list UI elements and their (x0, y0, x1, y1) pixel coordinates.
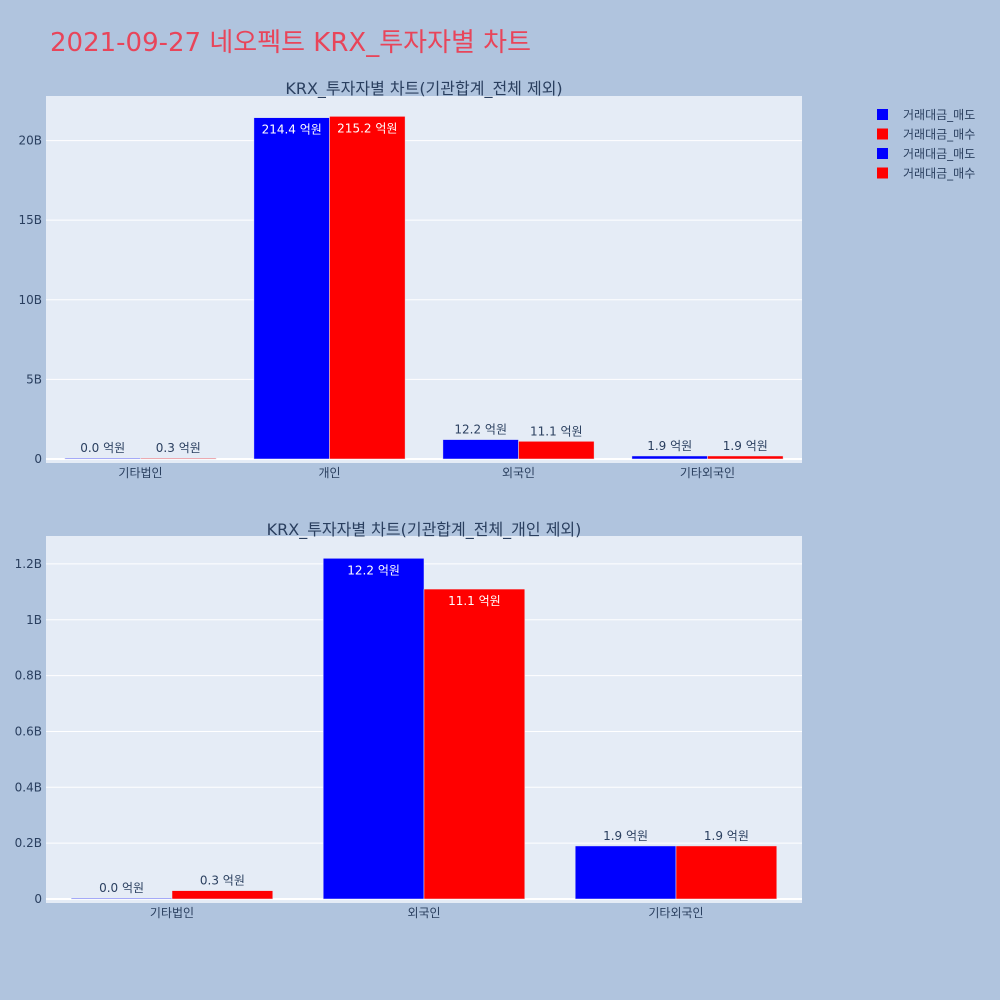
bar-sell (442, 439, 519, 460)
y-tick-label: 1B (26, 613, 42, 627)
y-tick-label: 0 (34, 892, 42, 906)
legend-label: 거래대금_매도 (903, 147, 975, 161)
bar-buy (140, 457, 217, 460)
data-label: 215.2 억원 (337, 121, 397, 135)
y-tick-label: 20B (18, 134, 42, 148)
y-tick-label: 0.6B (15, 724, 42, 738)
x-tick-label: 기타외국인 (648, 906, 703, 920)
legend-label: 거래대금_매수 (903, 128, 975, 142)
data-label: 1.9 억원 (647, 439, 692, 453)
data-label: 11.1 억원 (530, 424, 583, 438)
page-title: 2021-09-27 네오펙트 KRX_투자자별 차트 (50, 28, 532, 58)
y-tick-label: 15B (18, 213, 42, 227)
bar-buy (518, 441, 595, 460)
y-tick-label: 10B (18, 293, 42, 307)
legend-swatch (877, 109, 888, 120)
bar-sell (253, 117, 330, 460)
subplot-title: KRX_투자자별 차트(기관합계_전체_개인 제외) (267, 520, 582, 540)
bar-buy (329, 116, 406, 460)
data-label: 1.9 억원 (603, 829, 648, 843)
plot-area (46, 96, 802, 463)
data-label: 12.2 억원 (347, 563, 400, 577)
legend-label: 거래대금_매도 (903, 108, 975, 122)
bar-buy (675, 845, 778, 900)
data-label: 0.0 억원 (99, 881, 144, 895)
bar-sell (70, 897, 173, 900)
data-label: 12.2 억원 (454, 423, 507, 437)
data-label: 1.9 억원 (704, 829, 749, 843)
data-label: 214.4 억원 (262, 123, 322, 137)
y-tick-label: 1.2B (15, 557, 42, 571)
data-label: 0.3 억원 (156, 441, 201, 455)
x-tick-label: 개인 (318, 466, 340, 480)
x-tick-label: 외국인 (502, 466, 535, 480)
data-label: 11.1 억원 (448, 594, 501, 608)
chart-2: 0 0.2B 0.4B 0.6B 0.8B 1B 1.2B KRX_투자자별 차트(기관합계_… (15, 520, 802, 920)
x-tick-label: 기타법인 (150, 906, 194, 920)
x-tick-label: 기타외국인 (680, 466, 735, 480)
legend-swatch (877, 167, 888, 179)
legend-swatch (877, 128, 888, 140)
bar-buy (423, 588, 526, 900)
data-label: 0.0 억원 (80, 441, 125, 455)
chart-1: 0 5B 10B 15B 20B KRX_투자자별 차트(기관합계_전체 제외) 0.0 억… (18, 79, 802, 480)
bar-buy (171, 890, 274, 900)
y-tick-label: 0.8B (15, 669, 42, 683)
y-tick-label: 0.2B (15, 836, 42, 850)
data-label: 1.9 억원 (723, 439, 768, 453)
x-tick-label: 기타법인 (118, 466, 162, 480)
y-tick-label: 0 (34, 452, 42, 466)
y-tick-label: 0.4B (15, 780, 42, 794)
data-label: 0.3 억원 (200, 874, 245, 888)
bar-sell (631, 455, 708, 460)
legend-swatch (877, 148, 888, 159)
bar-sell (574, 845, 677, 900)
bar-sell (322, 558, 425, 900)
y-tick-label: 5B (26, 372, 42, 386)
x-tick-label: 외국인 (407, 906, 440, 920)
legend-label: 거래대금_매수 (903, 167, 975, 181)
bar-sell (64, 457, 141, 460)
subplot-title: KRX_투자자별 차트(기관합계_전체 제외) (285, 79, 562, 99)
bar-buy (707, 455, 784, 460)
